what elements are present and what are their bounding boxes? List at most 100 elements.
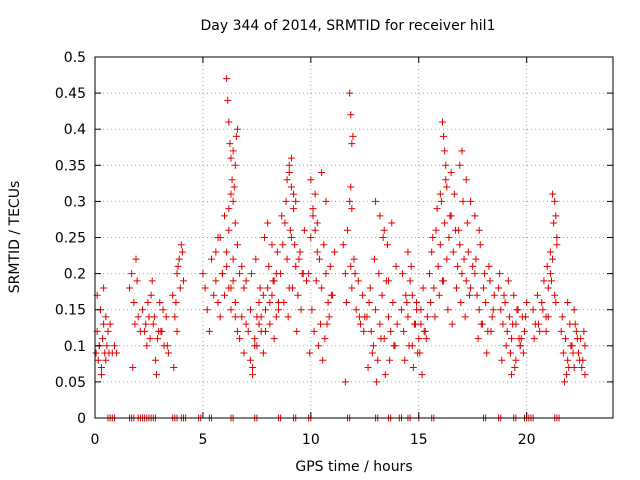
data-point bbox=[419, 284, 427, 292]
data-point bbox=[225, 118, 233, 126]
data-point bbox=[413, 298, 421, 306]
data-point bbox=[307, 176, 315, 184]
data-point bbox=[177, 241, 185, 249]
data-point bbox=[549, 255, 557, 263]
y-tick-label: 0.45 bbox=[55, 86, 86, 102]
data-point bbox=[497, 306, 505, 314]
data-point bbox=[377, 335, 385, 343]
data-point bbox=[462, 176, 470, 184]
data-point bbox=[240, 349, 248, 357]
data-point bbox=[294, 291, 302, 299]
data-point bbox=[323, 320, 331, 328]
data-point bbox=[472, 255, 480, 263]
data-point bbox=[383, 241, 391, 249]
data-point bbox=[500, 291, 508, 299]
data-point bbox=[552, 212, 560, 220]
data-point bbox=[252, 255, 260, 263]
data-point bbox=[260, 234, 268, 241]
data-point bbox=[288, 284, 296, 292]
y-tick-label: 0.35 bbox=[55, 158, 86, 174]
data-point bbox=[509, 320, 517, 328]
data-point bbox=[203, 306, 211, 314]
data-point bbox=[292, 197, 300, 205]
data-point bbox=[462, 277, 470, 285]
data-point bbox=[444, 306, 452, 314]
data-point bbox=[506, 349, 514, 357]
data-point bbox=[346, 89, 354, 97]
data-point bbox=[572, 327, 580, 335]
data-point bbox=[402, 291, 410, 299]
data-point bbox=[385, 277, 393, 285]
data-point bbox=[224, 96, 232, 104]
data-point bbox=[308, 306, 316, 314]
data-point bbox=[467, 284, 475, 292]
data-point bbox=[321, 335, 329, 343]
data-point bbox=[406, 277, 414, 285]
data-point bbox=[242, 277, 250, 285]
data-point bbox=[349, 132, 357, 140]
data-point bbox=[510, 291, 518, 299]
data-point bbox=[440, 277, 448, 285]
data-point bbox=[443, 183, 451, 191]
data-point bbox=[201, 284, 209, 292]
data-point bbox=[372, 197, 380, 205]
data-point bbox=[174, 262, 182, 270]
data-point bbox=[442, 161, 450, 169]
data-point bbox=[172, 298, 180, 306]
data-point bbox=[508, 335, 516, 343]
data-point bbox=[104, 327, 112, 335]
data-point bbox=[133, 277, 141, 285]
data-point bbox=[443, 255, 451, 263]
data-point bbox=[486, 277, 494, 285]
data-point bbox=[324, 298, 332, 306]
data-point bbox=[544, 313, 552, 321]
data-point bbox=[455, 226, 463, 234]
data-point bbox=[233, 241, 241, 249]
data-point bbox=[403, 298, 411, 306]
data-point bbox=[231, 298, 239, 306]
data-point bbox=[131, 320, 139, 328]
data-point bbox=[233, 327, 241, 335]
data-point bbox=[347, 111, 355, 119]
data-point bbox=[473, 291, 481, 299]
data-point bbox=[495, 284, 503, 292]
data-point bbox=[255, 298, 263, 306]
data-point bbox=[348, 284, 356, 292]
data-point bbox=[130, 298, 138, 306]
data-point bbox=[173, 270, 181, 278]
data-point bbox=[423, 313, 431, 321]
data-point bbox=[435, 291, 443, 299]
data-point bbox=[415, 335, 423, 343]
data-point bbox=[418, 371, 426, 379]
x-tick-label: 10 bbox=[302, 432, 320, 448]
data-point bbox=[570, 306, 578, 314]
data-point bbox=[538, 298, 546, 306]
data-point bbox=[212, 277, 220, 285]
data-point bbox=[128, 270, 136, 278]
data-point bbox=[318, 284, 326, 292]
data-point bbox=[253, 342, 261, 350]
data-point bbox=[386, 356, 394, 364]
data-point bbox=[229, 277, 237, 285]
data-point bbox=[159, 306, 167, 314]
data-point bbox=[242, 320, 250, 328]
data-point bbox=[354, 277, 362, 285]
data-point bbox=[540, 277, 548, 285]
data-point bbox=[279, 241, 287, 249]
data-point bbox=[511, 363, 519, 371]
data-point bbox=[356, 320, 364, 328]
y-tick-label: 0.05 bbox=[55, 375, 86, 391]
data-point bbox=[322, 270, 330, 278]
data-point bbox=[278, 212, 286, 220]
data-points bbox=[92, 75, 589, 422]
data-point bbox=[342, 298, 350, 306]
data-point bbox=[223, 75, 231, 83]
data-point bbox=[285, 169, 293, 177]
data-point bbox=[580, 327, 588, 335]
data-point bbox=[365, 298, 373, 306]
chart-title: Day 344 of 2014, SRMTID for receiver hil… bbox=[201, 18, 496, 34]
data-point bbox=[229, 147, 237, 155]
data-point bbox=[307, 234, 315, 241]
data-point bbox=[216, 234, 224, 241]
data-point bbox=[543, 262, 551, 270]
